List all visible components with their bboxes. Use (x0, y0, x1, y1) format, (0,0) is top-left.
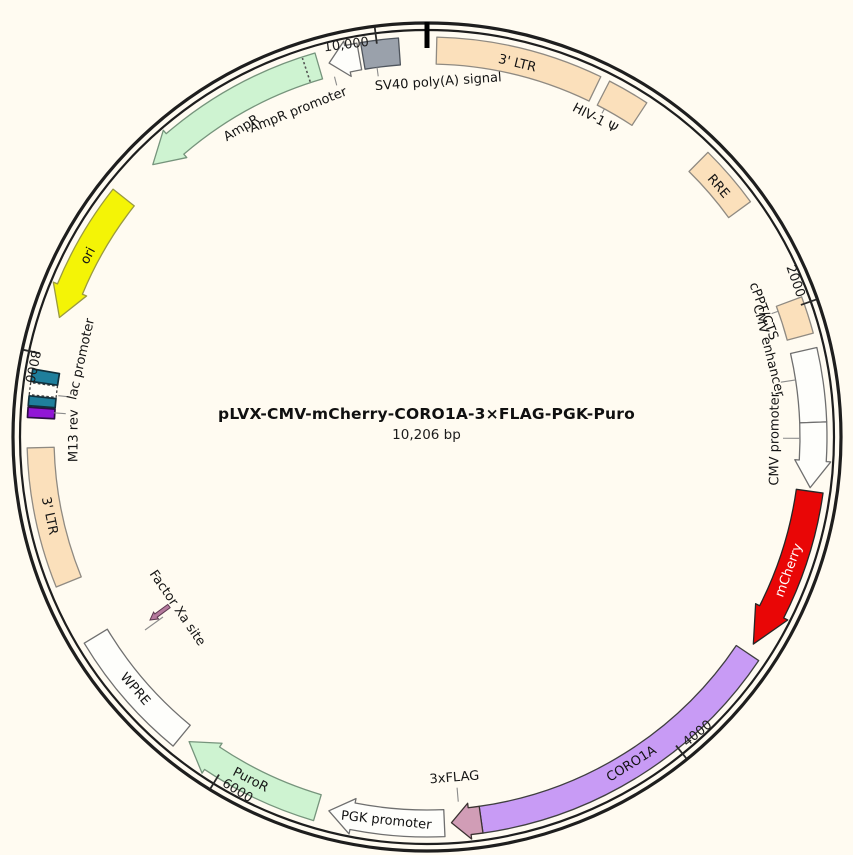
tick-6000 (209, 774, 220, 790)
tick-4000 (675, 744, 688, 759)
label-leader-line (456, 787, 459, 802)
feature-mcherry[interactable] (752, 488, 824, 645)
feature-3-ltr-top[interactable] (435, 36, 602, 102)
feature-hiv1-psi[interactable] (596, 80, 648, 127)
feature-dashed-box[interactable] (28, 381, 59, 399)
backbone-ring-inner (18, 28, 836, 846)
feature-factor-xa-site[interactable] (149, 603, 171, 621)
feature-cmv-enhancer[interactable] (789, 346, 828, 424)
feature-sv40-polya-signal[interactable] (359, 37, 402, 70)
label-leader-line (333, 76, 338, 86)
feature-pgk-promoter[interactable] (328, 797, 446, 838)
feature-rre[interactable] (688, 151, 752, 219)
feature-teal-box-upper[interactable] (30, 368, 61, 387)
site-leader-line (144, 616, 164, 631)
feature-label-lac-promoter[interactable]: lac promoter (65, 316, 98, 401)
label-leader-line (601, 108, 605, 114)
label-leader-line (58, 395, 71, 398)
tick-label-10000: 10,000 (323, 35, 370, 56)
label-leader-line (780, 379, 796, 383)
feature-3xflag[interactable] (450, 802, 484, 840)
feature-puror[interactable] (188, 740, 322, 822)
label-leader-line (53, 412, 66, 415)
feature-ampr[interactable] (152, 52, 324, 166)
feature-cmv-promoter[interactable] (794, 421, 832, 489)
feature-label-cmv-promoter[interactable]: CMV promoter (767, 391, 782, 485)
feature-label-factor-xa-site[interactable]: Factor Xa site (146, 567, 208, 648)
feature-purple-box[interactable] (26, 406, 56, 420)
label-leader-line (771, 310, 779, 315)
feature-teal-box-lower[interactable] (27, 394, 57, 409)
feature-label-ori[interactable]: ori (78, 245, 99, 267)
label-leader-line (376, 67, 379, 77)
feature-ori[interactable] (52, 188, 135, 319)
tick-label-8000: 8000 (21, 349, 43, 385)
feature-ampr-promoter[interactable] (328, 40, 363, 78)
tick-8000 (23, 348, 40, 355)
feature-3-ltr-left[interactable] (26, 446, 82, 588)
backbone-ring-outer (11, 21, 843, 853)
tick-2000 (800, 298, 817, 306)
feature-label-m13-rev[interactable]: M13 rev (66, 409, 81, 462)
feature-label-sv40-polya-signal[interactable]: SV40 poly(A) signal (374, 70, 502, 94)
feature-label-3xflag[interactable]: 3xFLAG (429, 768, 480, 787)
tick-10000 (373, 27, 378, 44)
feature-wpre[interactable] (83, 628, 191, 747)
feature-cppt-cts[interactable] (775, 296, 814, 341)
